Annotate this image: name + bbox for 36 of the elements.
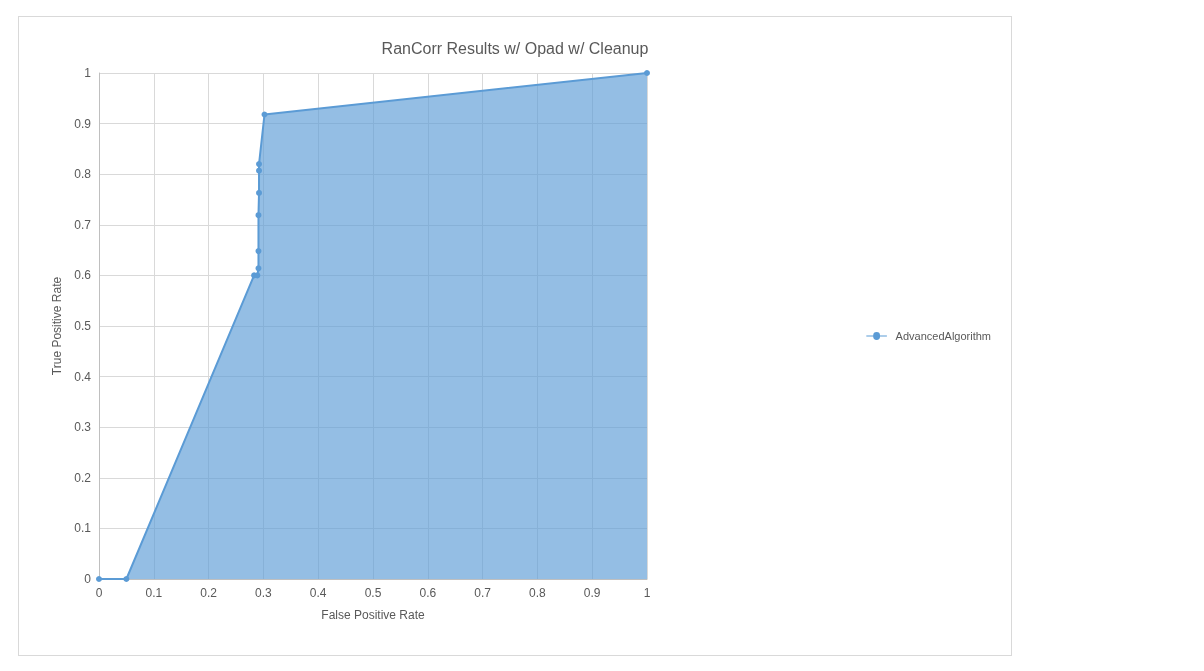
chart-title: RanCorr Results w/ Opad w/ Cleanup bbox=[381, 39, 649, 57]
point bbox=[255, 212, 262, 219]
x-tick-label: 0.2 bbox=[200, 586, 218, 600]
x-tick-label: 0.4 bbox=[309, 586, 327, 600]
x-tick-label: 0.6 bbox=[419, 586, 437, 600]
y-axis-title: True Positive Rate bbox=[50, 276, 64, 376]
y-tick-label: 0 bbox=[84, 572, 92, 586]
y-tick-label: 0.2 bbox=[74, 470, 92, 485]
point bbox=[96, 576, 102, 582]
x-tick-label: 0.1 bbox=[145, 586, 163, 600]
point bbox=[256, 189, 263, 196]
y-tick-label: 0.6 bbox=[74, 268, 92, 283]
x-tick-label: 0.9 bbox=[583, 586, 601, 600]
point bbox=[256, 167, 263, 174]
x-tick-label: 1 bbox=[643, 586, 651, 600]
y-tick-label: 0.9 bbox=[74, 116, 92, 131]
y-tick-label: 0.4 bbox=[74, 369, 92, 384]
y-tick-label: 0.1 bbox=[74, 521, 92, 536]
y-tick-label: 0.3 bbox=[74, 420, 92, 435]
x-tick-label: 0.7 bbox=[474, 586, 492, 600]
x-tick-label: 0.3 bbox=[255, 586, 273, 600]
point bbox=[256, 161, 263, 168]
x-tick-label: 0.8 bbox=[529, 586, 547, 600]
point bbox=[261, 111, 268, 118]
point bbox=[255, 265, 262, 272]
x-tick-label: 0 bbox=[95, 586, 103, 600]
x-tick-label: 0.5 bbox=[364, 586, 382, 600]
y-tick-label: 1 bbox=[84, 66, 92, 80]
point bbox=[644, 70, 650, 76]
x-axis-title: False Positive Rate bbox=[321, 608, 426, 622]
point bbox=[123, 576, 130, 582]
y-tick-label: 0.7 bbox=[74, 217, 92, 232]
y-tick-label: 0.8 bbox=[74, 167, 92, 182]
point bbox=[255, 248, 262, 255]
legend-label: AdvancedAlgorithm bbox=[895, 330, 992, 342]
y-tick-label: 0.5 bbox=[74, 319, 92, 333]
